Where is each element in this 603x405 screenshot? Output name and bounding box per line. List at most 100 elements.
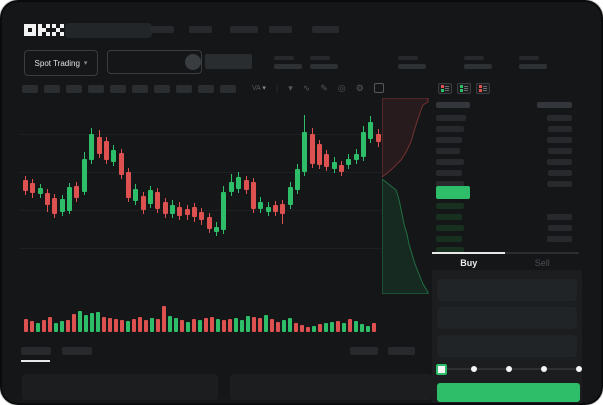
- bid-price-3[interactable]: [436, 236, 462, 242]
- grid-line-1: [20, 172, 382, 173]
- indicator-label[interactable]: VA ▾: [252, 84, 266, 92]
- orderbook-header-right: [537, 102, 572, 108]
- volume-bar-47: [306, 327, 310, 332]
- fullscreen-icon[interactable]: [373, 83, 384, 93]
- bottom-tab-0[interactable]: [21, 347, 51, 355]
- timeframe-button-7[interactable]: [176, 85, 192, 93]
- ask-price-0[interactable]: [436, 115, 466, 121]
- order-input-2[interactable]: [437, 335, 577, 357]
- tab-sell[interactable]: Sell: [534, 258, 550, 268]
- nav-item-4[interactable]: [312, 26, 339, 33]
- candle-20: [170, 205, 175, 214]
- last-price-highlight[interactable]: [436, 186, 470, 199]
- bid-amount-2: [548, 225, 572, 231]
- wave-icon[interactable]: ∿: [302, 82, 311, 93]
- orderbook-view-toggles: [438, 83, 490, 94]
- volume-bar-54: [348, 319, 352, 332]
- slider-stop-50[interactable]: [506, 366, 512, 372]
- buy-submit-button[interactable]: [437, 383, 580, 402]
- bid-price-2[interactable]: [436, 225, 464, 231]
- market-selector-dropdown[interactable]: Spot Trading ▾: [24, 50, 98, 76]
- nav-item-0[interactable]: [150, 26, 174, 33]
- slider-stop-100[interactable]: [576, 366, 582, 372]
- ask-price-1[interactable]: [436, 126, 464, 132]
- candle-25: [206, 217, 212, 229]
- search-input[interactable]: [65, 23, 152, 38]
- volume-bar-18: [132, 319, 136, 332]
- camera-icon[interactable]: ◎: [337, 82, 346, 93]
- ask-price-5[interactable]: [436, 170, 462, 176]
- volume-bar-0: [24, 319, 28, 332]
- amount-slider[interactable]: [436, 364, 582, 375]
- bottom-tab-1[interactable]: [62, 347, 92, 355]
- ask-price-2[interactable]: [436, 137, 462, 143]
- volume-bar-9: [78, 311, 82, 332]
- ask-price-3[interactable]: [436, 148, 460, 154]
- candle-11: [103, 141, 109, 160]
- timeframe-button-0[interactable]: [22, 85, 38, 93]
- volume-bar-46: [300, 325, 304, 332]
- volume-bar-26: [180, 320, 184, 332]
- candle-3: [45, 193, 51, 205]
- stat-value-1: [310, 64, 338, 69]
- orderbook-both-icon[interactable]: [438, 83, 452, 94]
- candle-19: [162, 202, 168, 214]
- okx-logo: [24, 24, 64, 36]
- nav-item-2[interactable]: [230, 26, 258, 33]
- candle-33: [265, 207, 271, 212]
- depth-chart[interactable]: [382, 98, 432, 294]
- logo-letter-x: [52, 24, 64, 36]
- candle-13: [118, 153, 124, 175]
- draw-icon[interactable]: ✎: [320, 82, 328, 93]
- timeframe-button-2[interactable]: [66, 85, 82, 93]
- volume-bar-6: [60, 321, 64, 332]
- stat-value-0: [274, 64, 302, 69]
- grid-line-0: [20, 134, 382, 135]
- timeframe-button-9[interactable]: [220, 85, 236, 93]
- bottom-tab-2[interactable]: [350, 347, 378, 355]
- volume-bar-12: [96, 312, 100, 332]
- timeframe-button-6[interactable]: [154, 85, 170, 93]
- volume-bar-49: [318, 324, 322, 332]
- divider: |: [275, 82, 279, 93]
- bottom-tab-3[interactable]: [388, 347, 415, 355]
- volume-bar-53: [342, 323, 346, 332]
- volume-bar-43: [282, 320, 286, 332]
- slider-stop-75[interactable]: [541, 366, 547, 372]
- bid-price-0[interactable]: [436, 203, 464, 209]
- depth-asks-area: [382, 98, 429, 178]
- orderbook-asks-icon[interactable]: [476, 83, 490, 94]
- timeframe-button-1[interactable]: [44, 85, 60, 93]
- candlestick-chart[interactable]: [20, 98, 382, 294]
- slider-stop-25[interactable]: [471, 366, 477, 372]
- volume-bar-35: [234, 318, 238, 332]
- nav-item-3[interactable]: [269, 26, 292, 33]
- orderbook-bids-icon[interactable]: [457, 83, 471, 94]
- timeframe-button-8[interactable]: [198, 85, 214, 93]
- candle-31: [250, 182, 256, 209]
- nav-item-1[interactable]: [189, 26, 212, 33]
- tab-buy[interactable]: Buy: [460, 258, 478, 268]
- order-input-0[interactable]: [437, 279, 577, 301]
- volume-bar-58: [372, 323, 376, 332]
- timeframe-button-3[interactable]: [88, 85, 104, 93]
- ask-amount-6: [547, 181, 572, 187]
- order-book[interactable]: [432, 99, 579, 253]
- candle-44: [346, 159, 352, 165]
- timeframe-button-4[interactable]: [110, 85, 126, 93]
- order-input-1[interactable]: [437, 307, 577, 329]
- bottom-tab-underline: [21, 360, 50, 362]
- timeframe-button-5[interactable]: [132, 85, 148, 93]
- settings-gear-icon[interactable]: ⚙: [355, 82, 364, 93]
- volume-bar-3: [42, 320, 46, 332]
- volume-bar-38: [252, 317, 256, 332]
- bid-price-1[interactable]: [436, 214, 462, 220]
- ask-price-4[interactable]: [436, 159, 464, 165]
- bid-price-4[interactable]: [436, 247, 464, 253]
- slider-handle[interactable]: [436, 364, 447, 375]
- ask-price-6[interactable]: [436, 181, 464, 187]
- tab-divider: [432, 252, 579, 254]
- volume-bar-16: [120, 320, 124, 332]
- chart-style-dropdown[interactable]: ▾: [288, 82, 293, 93]
